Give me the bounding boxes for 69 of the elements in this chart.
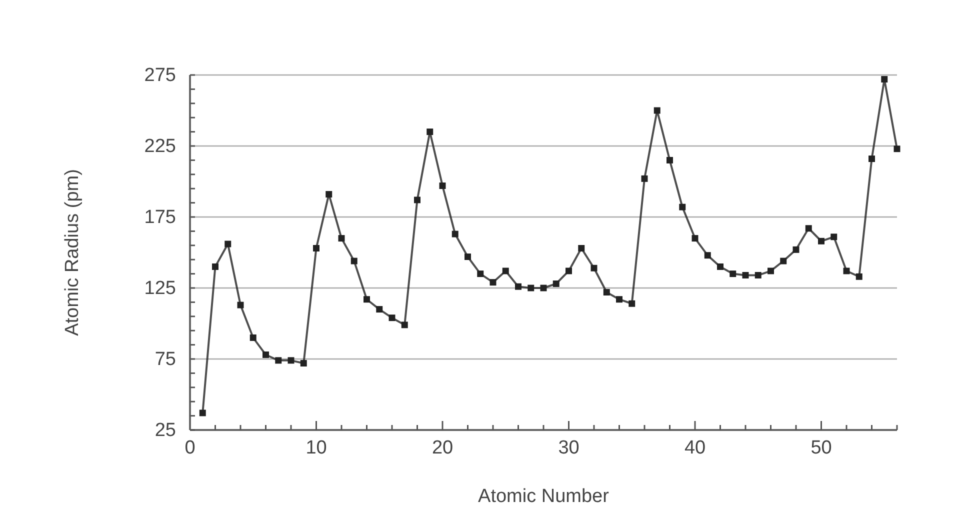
point bbox=[830, 234, 838, 240]
point bbox=[628, 300, 636, 307]
point bbox=[856, 273, 862, 280]
y-tick-label: 75 bbox=[154, 349, 176, 370]
point bbox=[552, 280, 560, 287]
point bbox=[590, 264, 598, 272]
point bbox=[742, 272, 749, 278]
x-tick-label: 20 bbox=[432, 437, 454, 458]
point bbox=[502, 268, 509, 274]
point bbox=[843, 268, 850, 274]
y-tick-label: 125 bbox=[144, 278, 176, 300]
point bbox=[288, 357, 294, 364]
point bbox=[679, 204, 686, 210]
point bbox=[780, 258, 787, 264]
y-axis-title: Atomic Radius (pm) bbox=[62, 169, 83, 336]
point bbox=[212, 263, 218, 270]
y-tick-label: 175 bbox=[144, 207, 176, 228]
point bbox=[250, 334, 256, 341]
point bbox=[528, 284, 534, 292]
x-tick-label: 50 bbox=[810, 437, 832, 458]
point bbox=[237, 302, 244, 308]
point bbox=[464, 254, 471, 260]
y-tick-label: 275 bbox=[144, 65, 176, 86]
point bbox=[350, 258, 358, 264]
point bbox=[275, 357, 282, 364]
point bbox=[566, 268, 572, 274]
point bbox=[603, 289, 610, 296]
point bbox=[426, 128, 434, 136]
point bbox=[515, 283, 522, 290]
point bbox=[654, 107, 660, 114]
y-tick-label: 25 bbox=[154, 420, 176, 442]
point bbox=[439, 182, 446, 189]
point bbox=[692, 235, 698, 242]
x-tick-label: 10 bbox=[306, 437, 327, 458]
x-tick-label: 30 bbox=[558, 437, 580, 458]
point bbox=[300, 360, 307, 366]
point bbox=[666, 156, 673, 164]
point bbox=[414, 196, 420, 204]
point bbox=[199, 410, 206, 416]
point bbox=[730, 270, 736, 278]
point bbox=[818, 238, 824, 244]
point bbox=[224, 240, 232, 248]
y-tick-label: 225 bbox=[144, 136, 176, 158]
point bbox=[477, 270, 484, 278]
point bbox=[490, 279, 496, 286]
point bbox=[364, 296, 370, 303]
x-tick-label: 0 bbox=[184, 437, 196, 458]
point bbox=[805, 225, 812, 232]
point bbox=[754, 272, 762, 278]
x-tick-label: 40 bbox=[684, 437, 706, 458]
point bbox=[704, 252, 711, 259]
point bbox=[452, 230, 458, 238]
point bbox=[717, 263, 724, 270]
point bbox=[313, 245, 320, 252]
point bbox=[792, 246, 800, 253]
x-axis-title: Atomic Number bbox=[478, 486, 610, 507]
point bbox=[641, 175, 648, 182]
point bbox=[376, 306, 383, 313]
point bbox=[616, 296, 622, 303]
point bbox=[262, 352, 269, 358]
point bbox=[868, 156, 875, 162]
point bbox=[894, 146, 900, 152]
point bbox=[768, 268, 774, 274]
point bbox=[388, 314, 396, 322]
point bbox=[401, 322, 408, 328]
point bbox=[578, 245, 585, 252]
point bbox=[338, 235, 345, 242]
point bbox=[326, 191, 332, 198]
point bbox=[881, 76, 888, 82]
